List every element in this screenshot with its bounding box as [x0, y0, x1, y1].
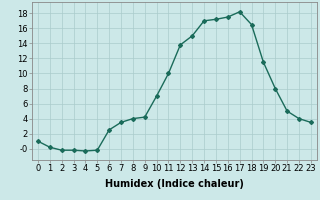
X-axis label: Humidex (Indice chaleur): Humidex (Indice chaleur) — [105, 179, 244, 189]
